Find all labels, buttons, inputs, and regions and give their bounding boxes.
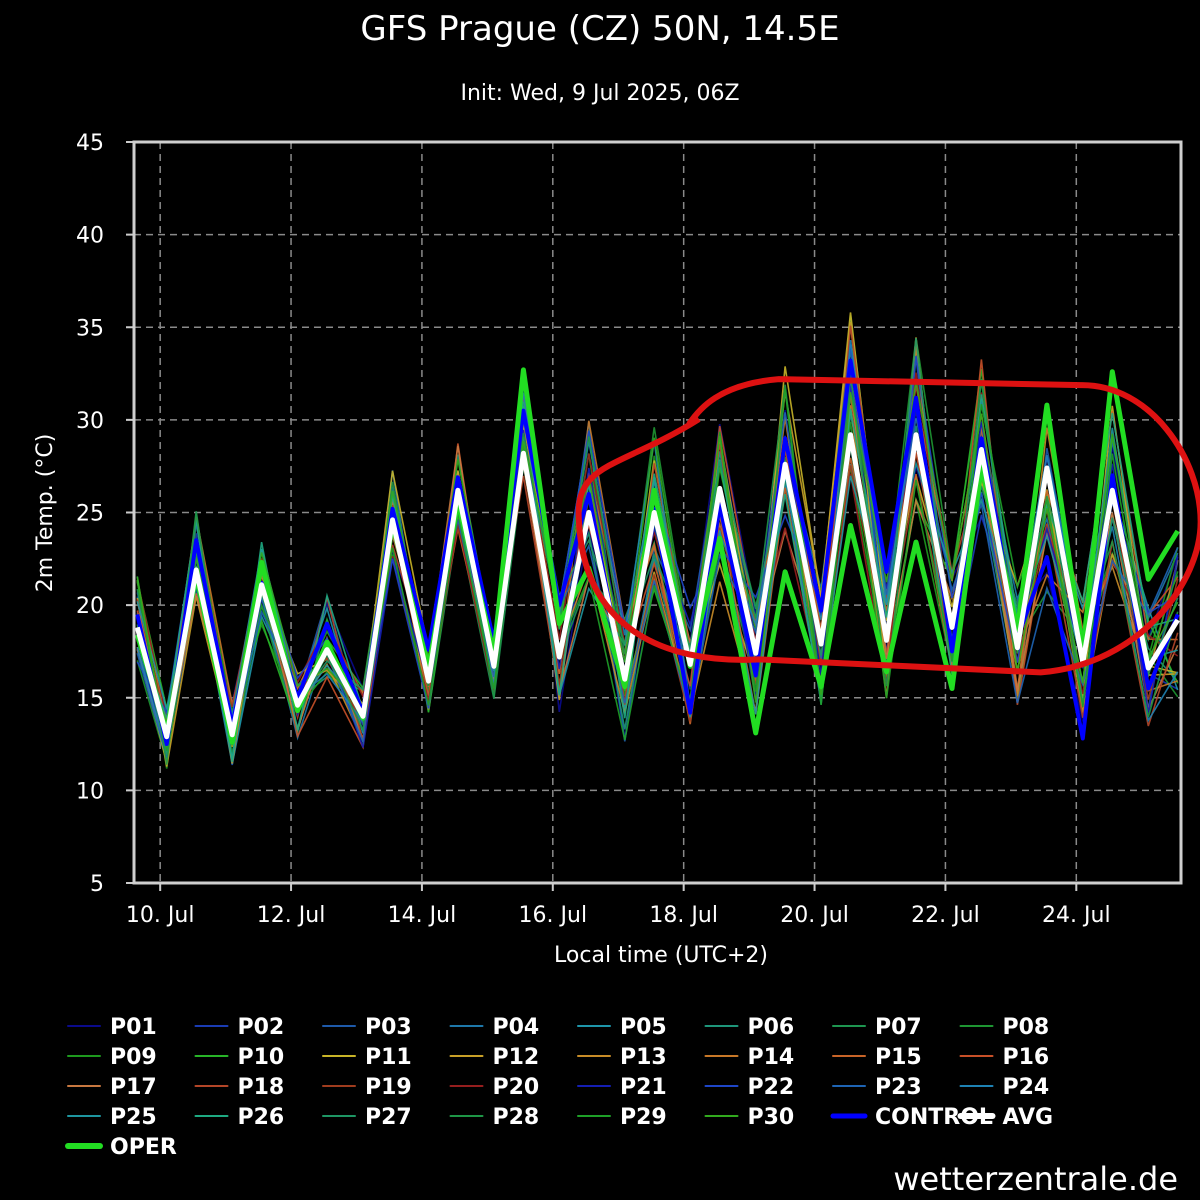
- legend-label-p07: P07: [875, 1015, 922, 1040]
- x-tick-label: 20. Jul: [780, 903, 849, 928]
- highlight-annotation: [575, 376, 1200, 676]
- legend-label-p23: P23: [875, 1075, 922, 1100]
- y-tick-label: 15: [76, 687, 104, 712]
- legend: P01 P02 P03 P04 P05 P06 P07 P08 P09 P10 P11 P12 P13 P…: [65, 1015, 1054, 1160]
- legend-label-p17: P17: [110, 1075, 157, 1100]
- y-tick-label: 10: [76, 779, 104, 804]
- legend-label-p21: P21: [620, 1075, 667, 1100]
- legend-label-avg: AVG: [1003, 1105, 1054, 1130]
- legend-label-p09: P09: [110, 1045, 157, 1070]
- legend-label-p25: P25: [110, 1105, 157, 1130]
- x-tick-label: 18. Jul: [649, 903, 718, 928]
- legend-label-p18: P18: [238, 1075, 285, 1100]
- footer-site-name: wetterzentrale.de: [893, 1160, 1178, 1198]
- x-tick-label: 12. Jul: [257, 903, 326, 928]
- legend-label-p28: P28: [493, 1105, 540, 1130]
- legend-label-p11: P11: [365, 1045, 412, 1070]
- plot-frame: [132, 140, 1183, 885]
- legend-label-p02: P02: [238, 1015, 285, 1040]
- legend-label-p22: P22: [748, 1075, 795, 1100]
- chart-title: GFS Prague (CZ) 50N, 14.5E: [360, 9, 839, 49]
- y-axis-title: 2m Temp. (°C): [33, 434, 58, 593]
- x-axis-ticks: 10. Jul 12. Jul 14. Jul 16. Jul 18. Jul 20. J…: [126, 883, 1111, 928]
- legend-label-p24: P24: [1003, 1075, 1050, 1100]
- x-tick-label: 16. Jul: [519, 903, 588, 928]
- main-series-lines: [134, 358, 1180, 747]
- legend-label-p27: P27: [365, 1105, 412, 1130]
- legend-label-p30: P30: [748, 1105, 795, 1130]
- legend-label-p29: P29: [620, 1105, 667, 1130]
- x-axis-title: Local time (UTC+2): [554, 943, 768, 968]
- legend-label-p13: P13: [620, 1045, 667, 1070]
- x-tick-label: 24. Jul: [1042, 903, 1111, 928]
- legend-label-p12: P12: [493, 1045, 540, 1070]
- legend-label-p15: P15: [875, 1045, 922, 1070]
- y-tick-label: 20: [76, 594, 104, 619]
- legend-label-p04: P04: [493, 1015, 540, 1040]
- legend-label-oper: OPER: [110, 1135, 177, 1160]
- legend-label-p14: P14: [748, 1045, 795, 1070]
- y-tick-label: 5: [90, 872, 104, 897]
- legend-label-p05: P05: [620, 1015, 667, 1040]
- y-tick-label: 25: [76, 502, 104, 527]
- y-tick-label: 30: [76, 409, 104, 434]
- legend-label-p06: P06: [748, 1015, 795, 1040]
- legend-label-p19: P19: [365, 1075, 412, 1100]
- legend-label-p10: P10: [238, 1045, 285, 1070]
- x-tick-label: 10. Jul: [126, 903, 195, 928]
- series-line-avg: [134, 432, 1180, 740]
- chart-subtitle: Init: Wed, 9 Jul 2025, 06Z: [460, 81, 739, 106]
- legend-label-p26: P26: [238, 1105, 285, 1130]
- y-tick-label: 40: [76, 224, 104, 249]
- y-tick-label: 35: [76, 316, 104, 341]
- legend-label-p01: P01: [110, 1015, 157, 1040]
- y-axis-ticks: 5 10 15 20 25 30 35 40 45: [76, 131, 134, 897]
- legend-label-p08: P08: [1003, 1015, 1050, 1040]
- x-tick-label: 14. Jul: [388, 903, 457, 928]
- x-tick-label: 22. Jul: [911, 903, 980, 928]
- legend-label-p16: P16: [1003, 1045, 1050, 1070]
- legend-label-p20: P20: [493, 1075, 540, 1100]
- legend-label-p03: P03: [365, 1015, 412, 1040]
- y-tick-label: 45: [76, 131, 104, 156]
